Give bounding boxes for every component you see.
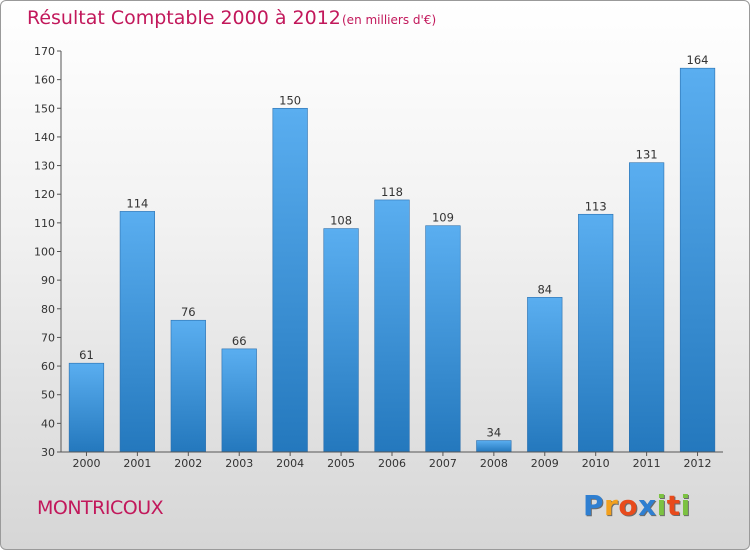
logo-letter: t <box>666 489 681 522</box>
bars-group: 61 114 76 66 150 108 118 109 34 84 113 131 164 <box>68 53 716 453</box>
bar-2012 <box>679 67 716 453</box>
x-tick-label-2010: 2010 <box>582 457 610 470</box>
y-tick-label: 110 <box>34 217 55 230</box>
y-tick-label: 60 <box>41 360 55 373</box>
x-tick-label-2009: 2009 <box>531 457 559 470</box>
proxiti-logo: Proxiti <box>583 489 691 522</box>
bar-2008 <box>476 440 512 453</box>
y-tick-label: 90 <box>41 274 55 287</box>
x-tick-label-2008: 2008 <box>480 457 508 470</box>
y-tick-label: 130 <box>34 160 55 173</box>
bar-2009 <box>527 297 563 453</box>
bar-2003 <box>221 348 257 453</box>
y-tick-label: 160 <box>34 74 55 87</box>
logo-letter: o <box>618 489 639 522</box>
data-label-2007: 109 <box>432 211 454 225</box>
bar-2011 <box>629 162 665 453</box>
data-label-2001: 114 <box>126 196 148 210</box>
x-tick-label-2006: 2006 <box>378 457 406 470</box>
x-tick-label-2001: 2001 <box>123 457 151 470</box>
logo-letter: x <box>638 489 657 522</box>
logo-letter: P <box>583 489 605 522</box>
bar-2006 <box>374 199 410 453</box>
data-label-2006: 118 <box>381 185 403 199</box>
data-label-2008: 34 <box>487 426 502 440</box>
y-tick-label: 100 <box>34 246 55 259</box>
place-name: MONTRICOUX <box>37 497 164 519</box>
logo-letter: i <box>680 489 691 522</box>
y-tick-label: 30 <box>41 446 55 459</box>
x-tick-label-2004: 2004 <box>276 457 304 470</box>
x-tick-label-2000: 2000 <box>72 457 100 470</box>
data-label-2002: 76 <box>181 305 196 319</box>
x-tick-label-2011: 2011 <box>633 457 661 470</box>
data-label-2000: 61 <box>79 348 94 362</box>
y-tick-label: 70 <box>41 331 55 344</box>
data-label-2009: 84 <box>537 282 552 296</box>
data-label-2011: 131 <box>636 148 658 162</box>
y-tick-label: 170 <box>34 45 55 58</box>
axes-group: 30 40 50 60 70 80 90 100 110 120 130 140 150 160 170 20… <box>34 45 723 470</box>
y-tick-label: 120 <box>34 188 55 201</box>
logo-letter: i <box>656 489 667 522</box>
x-tick-label-2007: 2007 <box>429 457 457 470</box>
y-tick-label: 140 <box>34 131 55 144</box>
data-label-2010: 113 <box>585 199 607 213</box>
bar-2001 <box>119 211 155 453</box>
y-tick-label: 40 <box>41 417 55 430</box>
x-tick-label-2005: 2005 <box>327 457 355 470</box>
bar-2002 <box>170 319 206 453</box>
x-tick-label-2002: 2002 <box>174 457 202 470</box>
y-tick-label: 50 <box>41 389 55 402</box>
bar-2007 <box>425 225 461 453</box>
bar-2010 <box>578 213 614 453</box>
data-label-2005: 108 <box>330 214 352 228</box>
x-tick-label-2012: 2012 <box>684 457 712 470</box>
chart-title: Résultat Comptable 2000 à 2012 <box>27 7 341 29</box>
bar-2000 <box>68 362 105 453</box>
x-tick-label-2003: 2003 <box>225 457 253 470</box>
data-label-2003: 66 <box>232 334 247 348</box>
bar-2005 <box>323 228 359 453</box>
data-label-2004: 150 <box>279 93 301 107</box>
logo-letter: r <box>604 489 619 522</box>
y-tick-label: 150 <box>34 102 55 115</box>
chart-subtitle: (en milliers d'€) <box>342 13 437 27</box>
data-label-2012: 164 <box>687 53 709 67</box>
bar-2004 <box>272 107 308 453</box>
y-tick-label: 80 <box>41 303 55 316</box>
